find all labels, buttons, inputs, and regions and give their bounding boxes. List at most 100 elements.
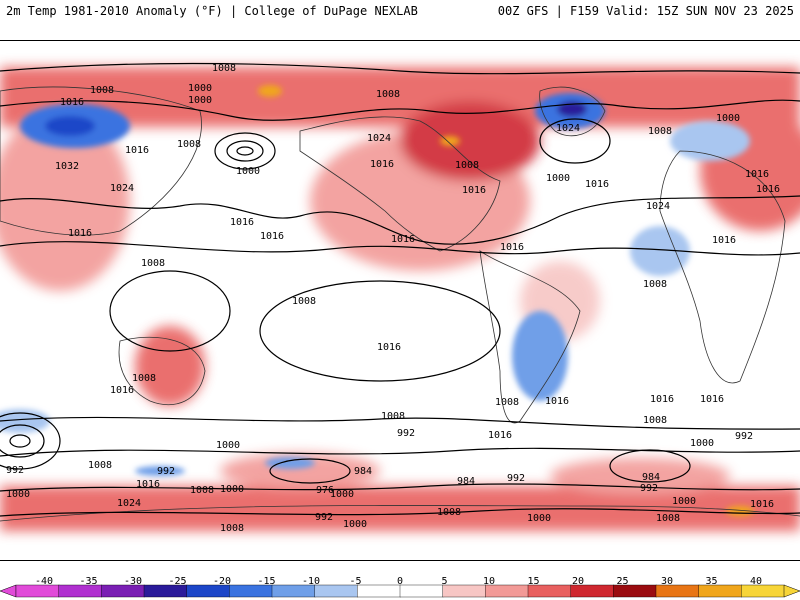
- isobar-label: 1016: [756, 184, 780, 195]
- isobar-label: 1008: [437, 507, 461, 518]
- scale-label: 25: [616, 576, 629, 587]
- isobar-label: 1032: [55, 161, 79, 172]
- scale-swatch: [442, 584, 487, 598]
- scale-label: -40: [34, 576, 54, 587]
- isobar-label: 1024: [646, 201, 670, 212]
- isobar-label: 1016: [700, 394, 724, 405]
- isobar-label: 992: [640, 483, 658, 494]
- isobar-label: 1008: [643, 415, 667, 426]
- isobar-label: 992: [397, 428, 415, 439]
- isobar-label: 1016: [745, 169, 769, 180]
- isobar-label: 1008: [656, 513, 680, 524]
- scale-label: 0: [396, 576, 404, 587]
- isobar-label: 1000: [716, 113, 740, 124]
- scale-label: 5: [441, 576, 448, 587]
- scale-label: -35: [79, 576, 98, 587]
- isobar-label: 1016: [585, 179, 609, 190]
- scale-label: -30: [123, 576, 143, 587]
- isobar-label: 1000: [343, 519, 367, 530]
- scale-label: -25: [168, 576, 187, 587]
- scale-label: 10: [482, 576, 496, 587]
- isobar-label: 976: [316, 485, 334, 496]
- isobar-label: 1016: [462, 185, 486, 196]
- isobar-label: 1016: [391, 234, 415, 245]
- isobar-label: 1016: [60, 97, 84, 108]
- isobar-label: 1016: [68, 228, 92, 239]
- scale-label: -5: [349, 576, 362, 587]
- isobar-label: 1000: [330, 489, 354, 500]
- isobar-label: 1016: [377, 342, 401, 353]
- isobar-lines: [0, 62, 800, 517]
- isobar-label: 984: [354, 466, 372, 477]
- scale-swatch: [357, 584, 401, 598]
- isobar-label: 1008: [495, 397, 519, 408]
- isobar-label: 1024: [117, 498, 141, 509]
- scale-label: 15: [527, 576, 540, 587]
- isobar-label: 992: [507, 473, 525, 484]
- model-run-info: 00Z GFS | F159 Valid: 15Z SUN NOV 23 202…: [497, 4, 794, 18]
- isobar-label: 1008: [643, 279, 667, 290]
- scale-label: -15: [257, 576, 276, 587]
- isobar-label: 1008: [376, 89, 400, 100]
- isobar-label: 1000: [546, 173, 570, 184]
- isobar-label: 1008: [132, 373, 156, 384]
- anomaly-map: 1008 1016 1000 1008 1024 1032 1016 1000 …: [0, 40, 800, 561]
- isobar-label: 1016: [750, 499, 774, 510]
- isobar-label: 1000: [6, 489, 30, 500]
- scale-swatch: [741, 584, 785, 598]
- scale-arrow-left: [0, 584, 17, 598]
- isobar-label: 1000: [672, 496, 696, 507]
- isobar-label: 992: [157, 466, 175, 477]
- isobar-label: 1016: [650, 394, 674, 405]
- isobar-label: 1024: [556, 123, 580, 134]
- color-scale-bar: [0, 584, 800, 598]
- isobar-label: 1016: [260, 231, 284, 242]
- isobar-label: 992: [6, 465, 24, 476]
- isobar-label: 1000: [690, 438, 714, 449]
- isobar-label: 1008: [141, 258, 165, 269]
- isobar-label: 1000: [527, 513, 551, 524]
- scale-arrow-right: [783, 584, 800, 598]
- isobar-label: 1008: [88, 460, 112, 471]
- isobar-label: 1008: [648, 126, 672, 137]
- isobar-label: 1008: [455, 160, 479, 171]
- isobar-label: 984: [457, 476, 475, 487]
- isobar-label: 1016: [712, 235, 736, 246]
- isobar-label: 1008: [292, 296, 316, 307]
- scale-label: 30: [660, 576, 674, 587]
- isobar-label: 1008: [220, 523, 244, 534]
- isobar-label: 1000: [236, 166, 260, 177]
- isobar-label: 992: [735, 431, 753, 442]
- isobar-label: 1016: [545, 396, 569, 407]
- scale-label: -10: [301, 576, 321, 587]
- isobar-label: 1016: [136, 479, 160, 490]
- scale-label: 35: [705, 576, 718, 587]
- isobar-label: 1008: [177, 139, 201, 150]
- isobar-label: 984: [642, 472, 660, 483]
- isobar-label: 1024: [110, 183, 134, 194]
- scale-label: -20: [212, 576, 232, 587]
- isobar-label: 1000: [216, 440, 240, 451]
- isobar-label: 1008: [90, 85, 114, 96]
- scale-label: 20: [571, 576, 585, 587]
- isobar-label: 1016: [110, 385, 134, 396]
- isobar-label: 1016: [125, 145, 149, 156]
- coastlines: [0, 86, 800, 522]
- isobar-label: 1016: [488, 430, 512, 441]
- map-title: 2m Temp 1981-2010 Anomaly (°F) | College…: [6, 4, 418, 18]
- isobar-labels: 1008 1016 1000 1008 1024 1032 1016 1000 …: [6, 63, 780, 534]
- isobar-label: 1008: [190, 485, 214, 496]
- isobar-label: 1016: [370, 159, 394, 170]
- isobar-label: 1000: [188, 83, 212, 94]
- anomaly-shading: [0, 67, 800, 531]
- isobar-label: 1000: [188, 95, 212, 106]
- isobar-label: 1008: [212, 63, 236, 74]
- scale-label: 40: [749, 576, 763, 587]
- isobar-label: 992: [315, 512, 333, 523]
- isobar-label: 1000: [220, 484, 244, 495]
- isobar-label: 1024: [367, 133, 391, 144]
- isobar-label: 1008: [381, 411, 405, 422]
- isobar-label: 1016: [500, 242, 524, 253]
- isobar-label: 1016: [230, 217, 254, 228]
- scale-swatch: [399, 584, 444, 598]
